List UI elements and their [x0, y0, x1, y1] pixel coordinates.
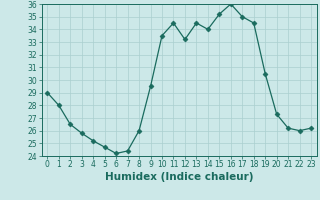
X-axis label: Humidex (Indice chaleur): Humidex (Indice chaleur) — [105, 172, 253, 182]
